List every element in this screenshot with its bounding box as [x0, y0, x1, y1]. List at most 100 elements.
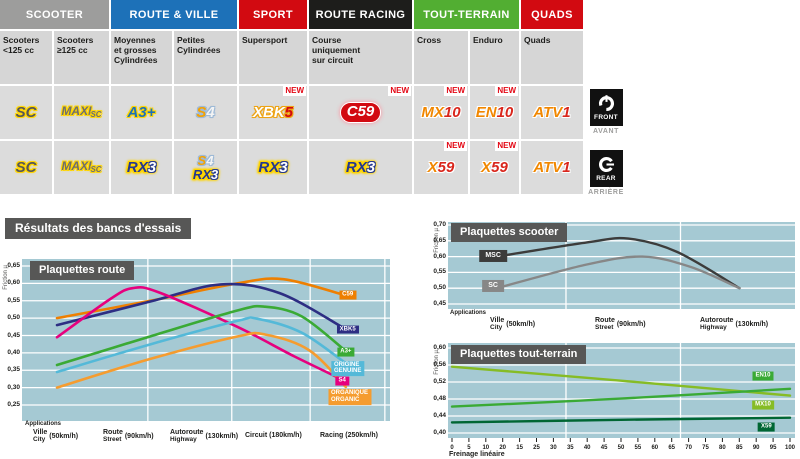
series-label-origine: ORIGINE GENUINE — [331, 360, 365, 377]
series-label-mx10: MX10 — [752, 400, 774, 410]
y-tick-tt-4: 0,44 — [433, 412, 446, 419]
front-position-indicator: FRONT AVANT — [586, 89, 626, 135]
station-en: City — [33, 436, 46, 443]
station-speed: (50km/h) — [506, 320, 536, 328]
series-label-line: C59 — [342, 291, 354, 298]
x-tick-tt-19: 95 — [769, 445, 777, 451]
badge-rx3: RX3 — [192, 166, 219, 182]
subcategory-8: Quads — [521, 31, 583, 84]
series-line-X59 — [450, 416, 792, 424]
new-badge: NEW — [444, 86, 467, 96]
section-title: Résultats des bancs d'essais — [5, 218, 192, 239]
x-station-ville: Ville City (50km/h) — [490, 317, 535, 332]
badge-text: ATV — [533, 103, 563, 121]
chart-scooter-plot — [448, 222, 795, 309]
rear-brake-disc-icon: REAR — [589, 150, 623, 187]
badge-rx3: RX3 — [127, 159, 156, 176]
badge-x59: X59 — [481, 159, 508, 176]
badge-sc: SC — [15, 103, 37, 121]
station-fr: Ville — [490, 317, 505, 324]
y-tick-route-1: 0,60 — [7, 279, 20, 287]
station-en: City — [490, 324, 503, 331]
y-tick-scooter-2: 0,60 — [433, 252, 446, 260]
x-tick-tt-15: 75 — [702, 445, 709, 451]
x-tick-tt-1: 5 — [467, 445, 471, 451]
category-header-scooter: SCOOTER — [0, 0, 109, 29]
series-label-line: S4 — [338, 377, 346, 384]
series-line-ORGANIQUE-ORGANIC — [55, 331, 348, 389]
station-fr: Autoroute — [700, 317, 734, 324]
station-speed: (90km/h) — [124, 432, 154, 440]
badge-rx3: RX3 — [345, 158, 375, 176]
front-row-cell-2: A3+ — [111, 86, 172, 139]
front-row-cell-8: ATV1 — [521, 86, 583, 139]
badge-text: RX — [192, 166, 211, 182]
front-row-cell-1: MAXI SC — [54, 86, 109, 139]
badge-text: XBK — [252, 103, 285, 121]
badge-text: 3 — [210, 166, 219, 182]
series-label-line: SC — [488, 281, 498, 289]
series-label-line: GENUINE — [334, 368, 362, 375]
badge-a3+: A3+ — [127, 103, 156, 121]
series-label-sc: SC — [482, 279, 504, 293]
station-names: Route Street — [595, 317, 615, 332]
badge-atv1: ATV1 — [533, 103, 571, 121]
x-tick-tt-13: 65 — [668, 445, 676, 451]
badge-text: 4 — [206, 152, 214, 168]
series-line-ORIGINE-GENUINE — [55, 316, 348, 374]
station-speed: (130km/h) — [735, 320, 769, 328]
badge-text: RX — [258, 158, 280, 176]
x-tick-tt-18: 90 — [752, 445, 760, 451]
station-names: Autoroute Highway — [700, 317, 733, 332]
subcategory-2: Moyennes et grosses Cylindrées — [111, 31, 172, 84]
front-brake-disc-icon: FRONT — [589, 89, 623, 126]
y-tick-route-6: 0,35 — [7, 366, 20, 374]
badge-text: RX — [345, 158, 367, 176]
x-tick-tt-14: 70 — [685, 445, 692, 451]
category-header-sport: SPORT — [239, 0, 307, 29]
badge-text: S — [196, 103, 207, 121]
x-station-route: Route Street (90km/h) — [103, 429, 154, 444]
category-header-route-racing: ROUTE RACING — [309, 0, 412, 29]
badge-text: S — [197, 152, 207, 168]
badge-sc: SC — [15, 158, 37, 176]
x-axis-label-tt: Freinage linéaire — [449, 451, 505, 458]
series-label-en10: EN10 — [752, 372, 774, 381]
subcategory-5: Course uniquement sur circuit — [309, 31, 412, 84]
badge-text: MX — [421, 103, 444, 121]
series-label-line: EN10 — [755, 373, 771, 380]
station-en: Street — [595, 324, 614, 331]
rear-label: REAR — [596, 175, 616, 182]
y-tick-route-0: 0,65 — [7, 262, 20, 269]
rear-row-cell-8: ATV1 — [521, 141, 583, 194]
subcategory-3: Petites Cylindrées — [174, 31, 237, 84]
y-tick-route-2: 0,55 — [7, 296, 20, 304]
series-label-xbk5: XBK5 — [336, 325, 359, 335]
applications-label-scooter: Applications — [450, 310, 487, 316]
x-station-autoroute: Autoroute Highway (130km/h) — [700, 317, 768, 332]
badge-maxi-sc: MAXI SC — [61, 105, 101, 119]
rear-position-indicator: REAR ARRIÈRE — [586, 150, 626, 196]
x-tick-tt-11: 55 — [634, 445, 642, 451]
y-tick-scooter-3: 0,55 — [433, 268, 446, 276]
badge-text: 10 — [496, 103, 514, 121]
badge-x59: X59 — [428, 158, 455, 176]
series-line-EN10 — [450, 387, 792, 408]
badge-mx10: MX10 — [421, 103, 460, 121]
new-badge: NEW — [495, 141, 518, 151]
chart-title-scooter: Plaquettes scooter — [451, 223, 568, 242]
station-speed: (50km/h) — [49, 432, 79, 440]
badge-text: 59 — [437, 158, 455, 176]
badge-text: 1 — [562, 103, 571, 121]
rear-label-fr: ARRIÈRE — [588, 189, 624, 196]
x-station-racing: Racing (250km/h) — [320, 432, 378, 439]
x-tick-tt-6: 30 — [550, 445, 557, 451]
product-selection-table: SCOOTER ROUTE & VILLE SPORT ROUTE RACING TOU… — [0, 0, 583, 194]
subcategory-6: Cross — [414, 31, 468, 84]
chart-title-tt: Plaquettes tout-terrain — [451, 345, 587, 364]
x-tick-tt-9: 45 — [600, 445, 608, 451]
badge-xbk5: XBK5 — [252, 103, 293, 121]
applications-label-route: Applications — [25, 421, 62, 427]
x-station-autoroute: Autoroute Highway (130km/h) — [170, 429, 238, 444]
